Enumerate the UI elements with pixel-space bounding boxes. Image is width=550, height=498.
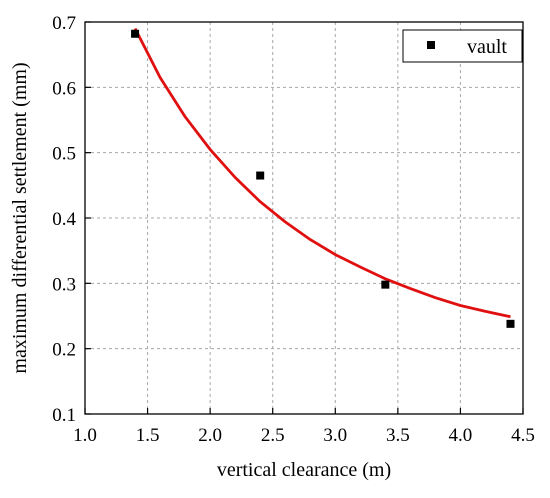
x-tick-label: 4.5 xyxy=(511,425,535,446)
y-tick-label: 0.1 xyxy=(52,405,76,426)
data-point xyxy=(131,29,140,38)
y-tick-label: 0.2 xyxy=(52,340,76,361)
data-point xyxy=(381,280,390,289)
legend-label-vault: vault xyxy=(467,36,507,58)
y-tick-label: 0.7 xyxy=(52,13,76,34)
x-tick-label: 1.5 xyxy=(136,425,160,446)
x-axis-title: vertical clearance (m) xyxy=(217,459,391,481)
x-tick-label: 2.5 xyxy=(261,425,285,446)
x-tick-label: 3.0 xyxy=(323,425,347,446)
y-tick-label: 0.5 xyxy=(52,144,76,165)
data-points xyxy=(131,29,515,328)
tick-labels: 1.0 1.5 2.0 2.5 3.0 3.5 4.0 4.5 0.1 0.2 0.3 0.4 0.5 0… xyxy=(52,13,535,446)
fit-curve xyxy=(133,27,511,319)
fit-layer xyxy=(133,27,511,319)
y-axis-title: maximum differential settlement (mm) xyxy=(9,62,31,373)
x-tick-label: 2.0 xyxy=(198,425,222,446)
data-point xyxy=(256,171,265,180)
x-tick-label: 4.0 xyxy=(449,425,473,446)
y-tick-label: 0.3 xyxy=(52,274,76,295)
y-tick-label: 0.6 xyxy=(52,78,76,99)
data-point xyxy=(506,319,515,328)
x-tick-label: 3.5 xyxy=(386,425,410,446)
axis-ticks xyxy=(84,21,524,415)
y-tick-label: 0.4 xyxy=(52,209,76,230)
legend-box xyxy=(402,29,523,63)
grid xyxy=(85,22,523,414)
legend-marker xyxy=(427,41,435,49)
legend: vault xyxy=(402,29,523,63)
x-tick-label: 1.0 xyxy=(73,425,97,446)
